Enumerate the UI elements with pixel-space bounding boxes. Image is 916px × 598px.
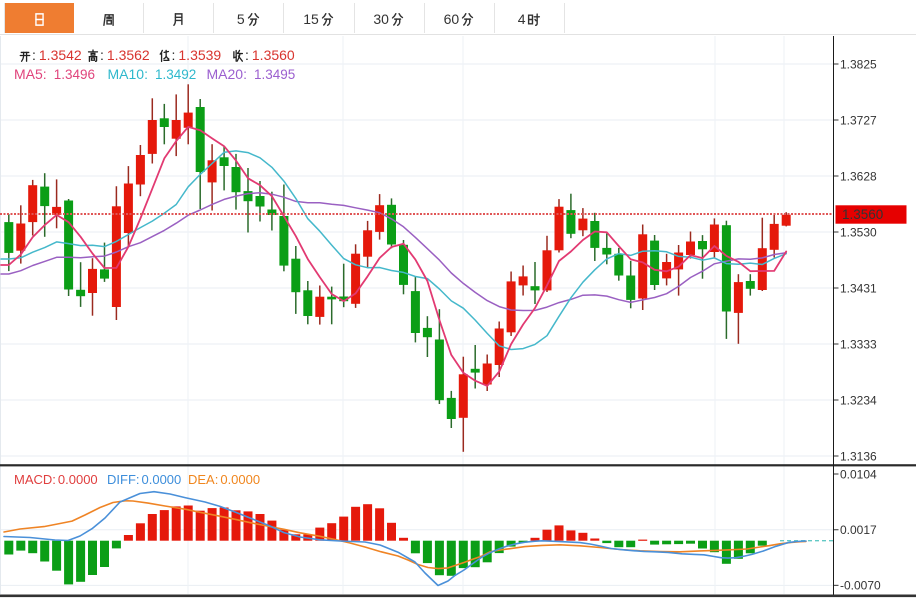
svg-text:1.3628: 1.3628	[840, 169, 877, 183]
svg-text:-0.0070: -0.0070	[840, 579, 881, 593]
svg-text:1.3727: 1.3727	[840, 113, 877, 127]
svg-text:1.3136: 1.3136	[840, 449, 877, 463]
svg-text:1.3825: 1.3825	[840, 57, 877, 71]
svg-text:1.3530: 1.3530	[840, 225, 877, 239]
svg-text:1.3431: 1.3431	[840, 281, 877, 295]
svg-text:0.0017: 0.0017	[840, 523, 877, 537]
svg-text:1.3560: 1.3560	[842, 207, 883, 222]
svg-text:1.3333: 1.3333	[840, 337, 877, 351]
svg-text:1.3234: 1.3234	[840, 393, 877, 407]
svg-text:0.0104: 0.0104	[840, 467, 877, 481]
